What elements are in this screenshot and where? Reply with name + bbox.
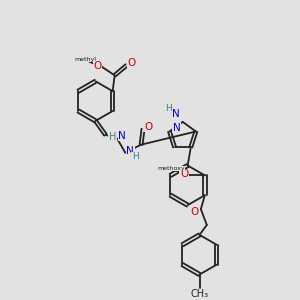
Text: H: H <box>109 132 116 142</box>
Text: H: H <box>132 152 139 161</box>
Text: N: N <box>126 146 134 156</box>
Text: methyl: methyl <box>74 57 96 62</box>
Text: CH₃: CH₃ <box>190 289 208 299</box>
Text: O: O <box>180 169 188 179</box>
Text: O: O <box>191 207 199 217</box>
Text: N: N <box>172 122 180 133</box>
Text: H: H <box>166 103 172 112</box>
Text: O: O <box>144 122 152 132</box>
Text: methoxy: methoxy <box>157 166 185 171</box>
Text: N: N <box>172 109 180 119</box>
Text: O: O <box>128 58 136 68</box>
Text: N: N <box>118 131 126 141</box>
Text: O: O <box>94 61 102 71</box>
